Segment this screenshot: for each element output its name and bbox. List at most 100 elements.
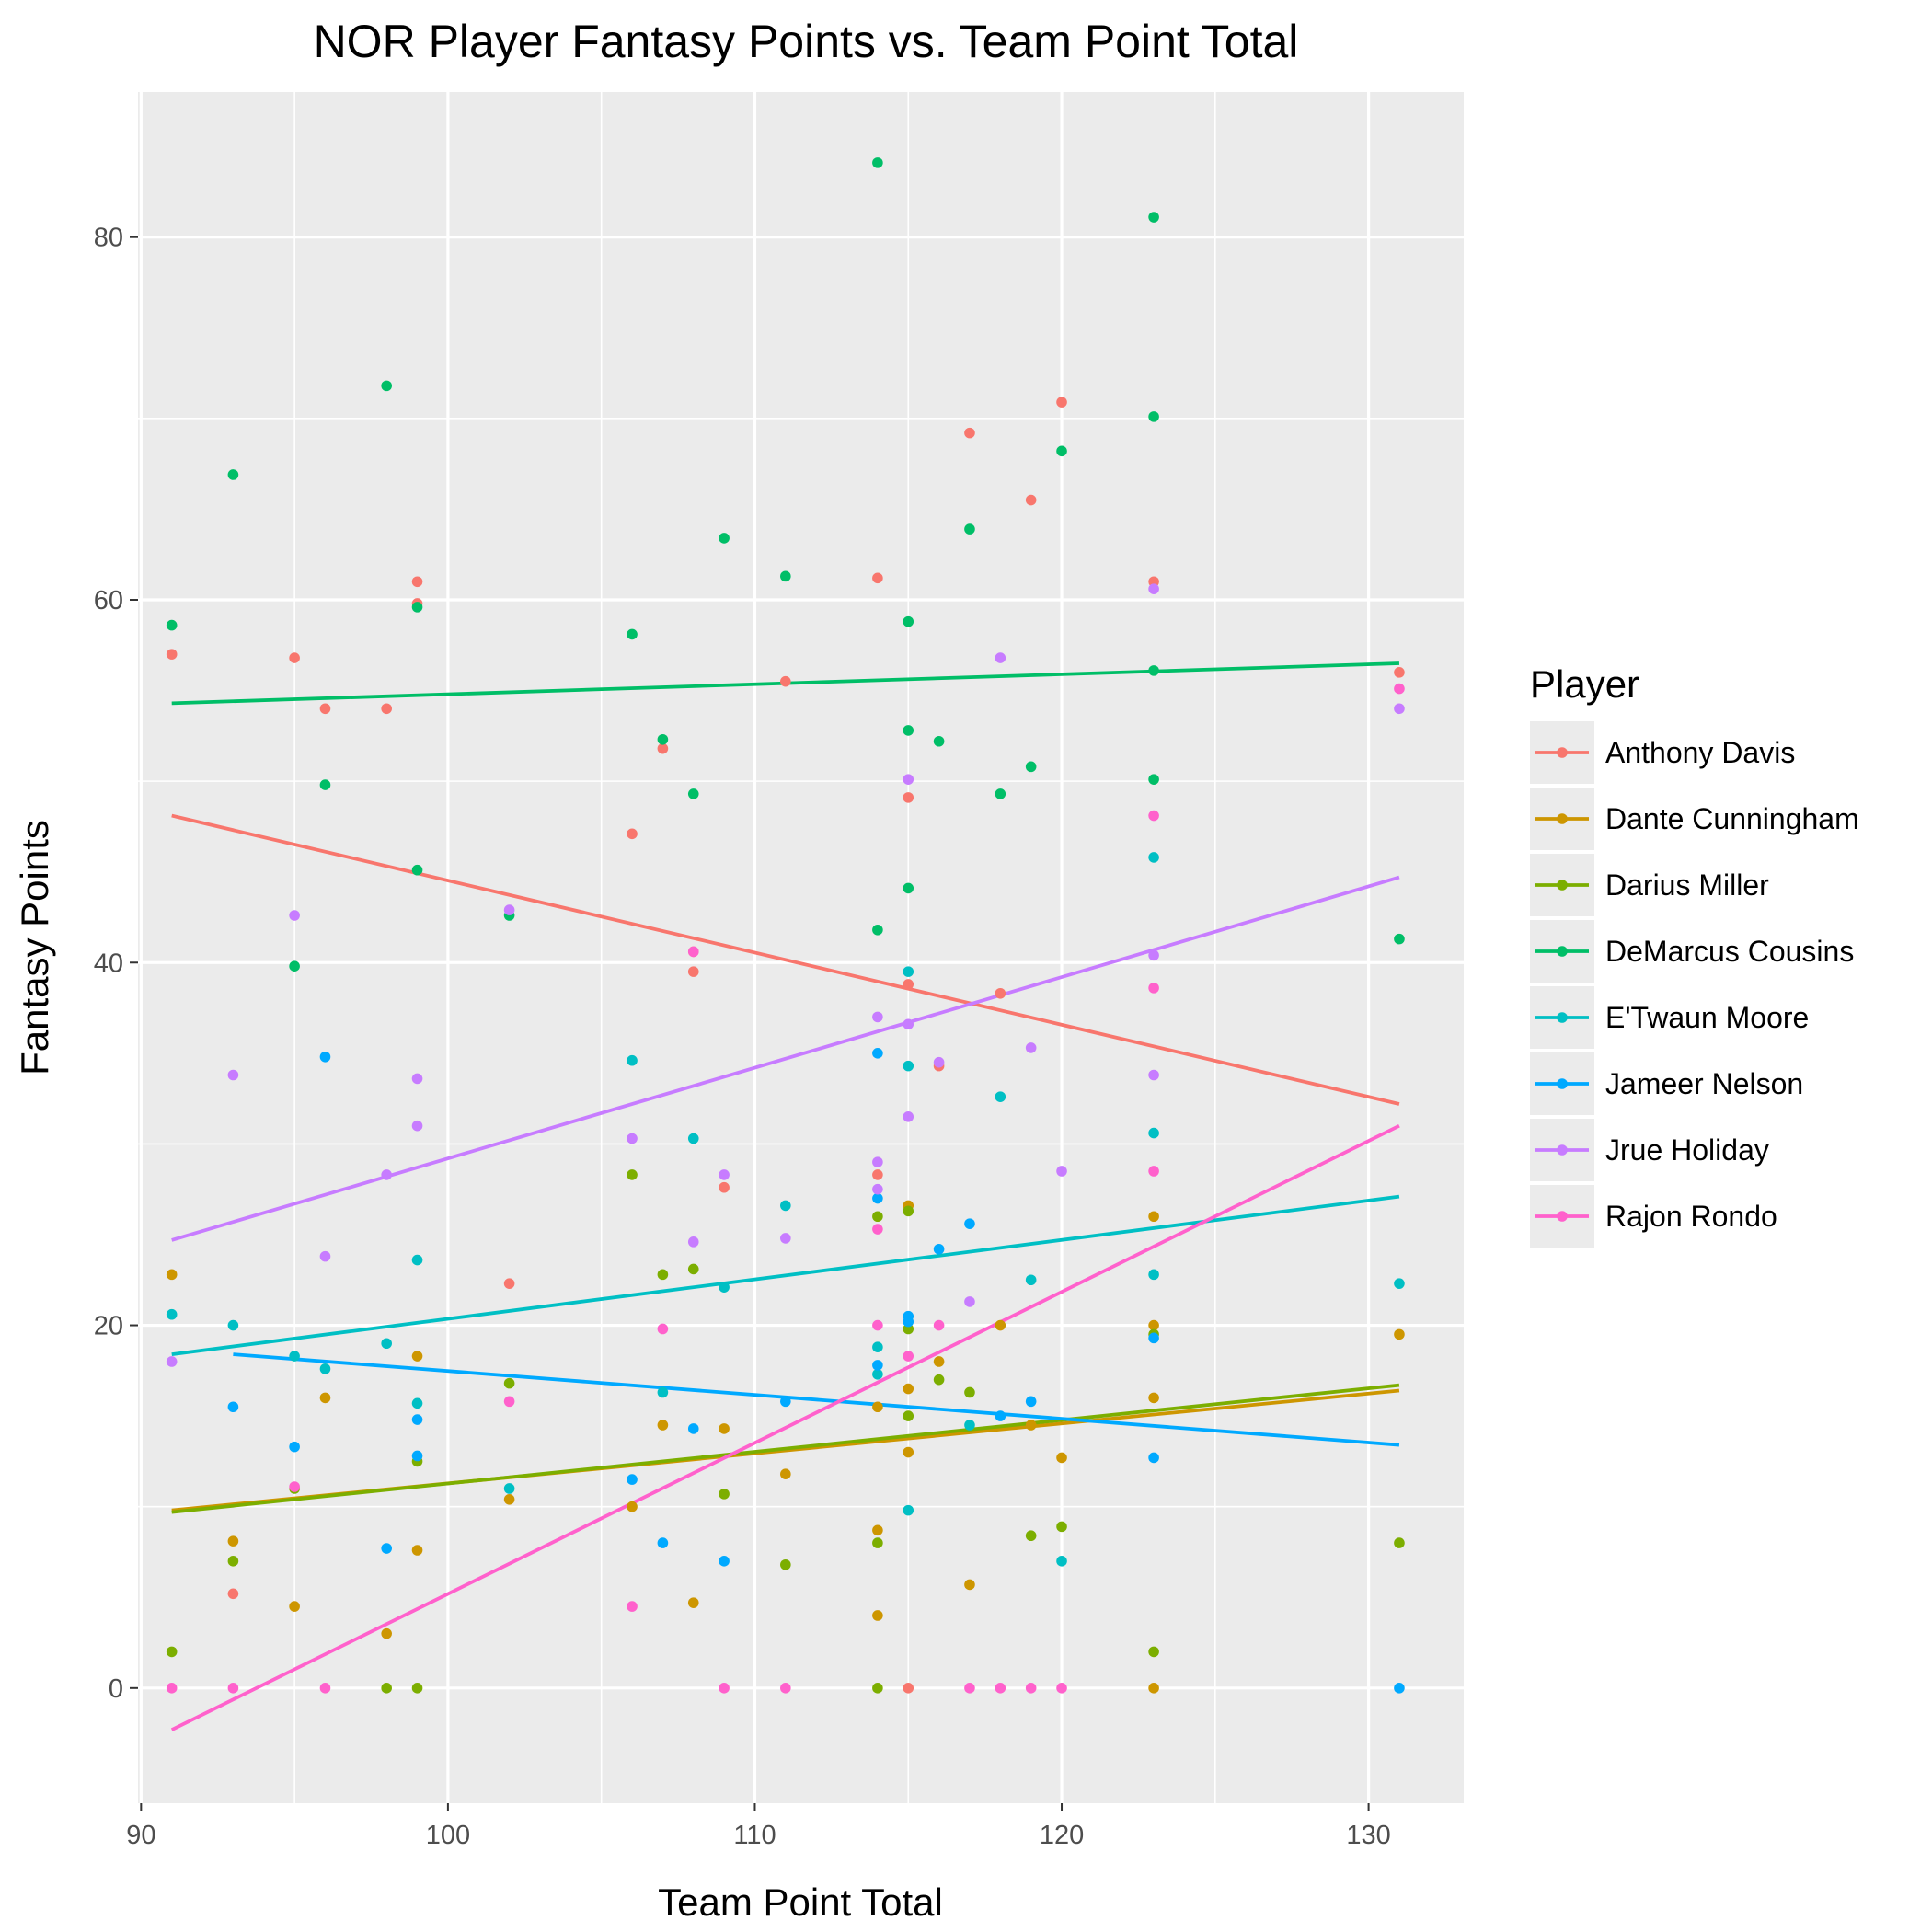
data-point: [657, 742, 669, 754]
data-point: [780, 1233, 791, 1244]
legend-label: Rajon Rondo: [1605, 1200, 1777, 1233]
data-point: [411, 1414, 423, 1425]
data-point: [227, 469, 239, 480]
data-point: [872, 1683, 883, 1694]
data-point: [1025, 1396, 1037, 1408]
legend-key-point: [1557, 747, 1568, 758]
data-point: [872, 157, 883, 168]
data-point: [227, 1069, 239, 1081]
data-point: [687, 1236, 699, 1248]
data-point: [903, 1504, 914, 1516]
data-point: [687, 946, 699, 958]
data-point: [227, 1401, 239, 1413]
x-tick-label: 90: [126, 1821, 155, 1850]
legend-key-point: [1557, 946, 1568, 957]
data-point: [995, 1683, 1006, 1694]
data-point: [903, 882, 914, 894]
legend: Player Anthony Davis Dante Cunningham Dari…: [1530, 662, 1859, 1248]
data-point: [411, 576, 423, 588]
data-point: [503, 1493, 515, 1505]
legend-label: Jameer Nelson: [1605, 1067, 1803, 1100]
data-point: [872, 1048, 883, 1059]
data-point: [1148, 1319, 1159, 1331]
data-point: [289, 1351, 300, 1362]
data-point: [411, 1545, 423, 1556]
trend-line: [171, 1383, 1400, 1514]
data-point: [1056, 1556, 1067, 1567]
x-axis-ticks: 90 100 110 120 130: [126, 1803, 1391, 1850]
data-point: [1148, 583, 1159, 594]
data-point: [687, 1263, 699, 1275]
data-point: [227, 1588, 239, 1600]
data-point: [1148, 1211, 1159, 1223]
legend-label: E'Twaun Moore: [1605, 1001, 1809, 1034]
data-point: [627, 1054, 638, 1066]
data-point: [780, 1396, 791, 1408]
data-point: [995, 1319, 1006, 1331]
data-point: [719, 533, 730, 544]
data-point: [964, 1296, 975, 1307]
data-point: [289, 910, 300, 921]
data-point: [903, 792, 914, 803]
y-tick-label: 0: [109, 1674, 123, 1704]
data-point: [995, 788, 1006, 799]
data-point: [1148, 1646, 1159, 1658]
data-point: [289, 1441, 300, 1453]
data-point: [933, 735, 945, 747]
data-point: [964, 1386, 975, 1398]
data-point: [381, 1169, 392, 1180]
data-point: [964, 1579, 975, 1591]
minor-gridlines: [138, 92, 1464, 1803]
data-point: [411, 1254, 423, 1266]
data-point: [933, 1056, 945, 1068]
data-point: [166, 619, 178, 631]
data-point: [166, 649, 178, 660]
data-point: [1056, 1683, 1067, 1694]
data-point: [933, 1319, 945, 1331]
data-point: [503, 1377, 515, 1389]
data-point: [1025, 1042, 1037, 1053]
legend-title: Player: [1530, 662, 1639, 706]
data-point: [719, 1169, 730, 1180]
data-point: [872, 1401, 883, 1413]
data-point: [1148, 665, 1159, 676]
legend-label: Jrue Holiday: [1605, 1133, 1769, 1167]
data-point: [1148, 983, 1159, 994]
data-point: [995, 987, 1006, 999]
data-point: [319, 779, 331, 790]
data-point: [227, 1683, 239, 1694]
data-point: [903, 1446, 914, 1458]
data-point: [1394, 1328, 1405, 1340]
x-tick-label: 110: [733, 1821, 776, 1850]
data-point: [627, 628, 638, 640]
data-point: [1056, 445, 1067, 457]
data-point: [872, 1537, 883, 1548]
data-point: [1148, 411, 1159, 422]
legend-key-point: [1557, 1144, 1568, 1156]
legend-label: Anthony Davis: [1605, 736, 1795, 769]
data-point: [995, 652, 1006, 663]
data-point: [289, 1601, 300, 1612]
legend-label: Darius Miller: [1605, 868, 1769, 902]
data-point: [411, 1120, 423, 1132]
data-point: [780, 1468, 791, 1479]
data-point: [657, 733, 669, 745]
data-point: [381, 1543, 392, 1554]
data-point: [627, 1133, 638, 1144]
data-point: [166, 1356, 178, 1367]
data-point: [227, 1556, 239, 1567]
data-point: [411, 864, 423, 876]
data-point: [903, 615, 914, 627]
data-point: [872, 1319, 883, 1331]
data-point: [903, 1060, 914, 1072]
data-point: [1148, 1683, 1159, 1694]
data-point: [627, 1474, 638, 1485]
legend-key-point: [1557, 1012, 1568, 1023]
data-point: [319, 1392, 331, 1404]
trend-line: [171, 813, 1400, 1106]
data-point: [627, 828, 638, 840]
data-point: [1394, 667, 1405, 678]
data-point: [872, 1183, 883, 1195]
data-point: [627, 1601, 638, 1612]
